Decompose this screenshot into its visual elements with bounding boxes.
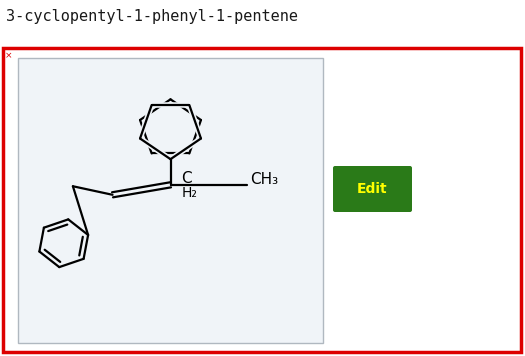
FancyBboxPatch shape: [333, 166, 412, 212]
Bar: [18, 58, 323, 343]
Bar: [3, 48, 521, 352]
Text: 3-cyclopentyl-1-phenyl-1-pentene: 3-cyclopentyl-1-phenyl-1-pentene: [6, 9, 298, 24]
Text: H₂: H₂: [181, 186, 197, 200]
Text: C: C: [181, 171, 192, 186]
Text: ×: ×: [5, 51, 13, 60]
Text: CH₃: CH₃: [250, 172, 279, 187]
Text: Edit: Edit: [356, 182, 387, 196]
